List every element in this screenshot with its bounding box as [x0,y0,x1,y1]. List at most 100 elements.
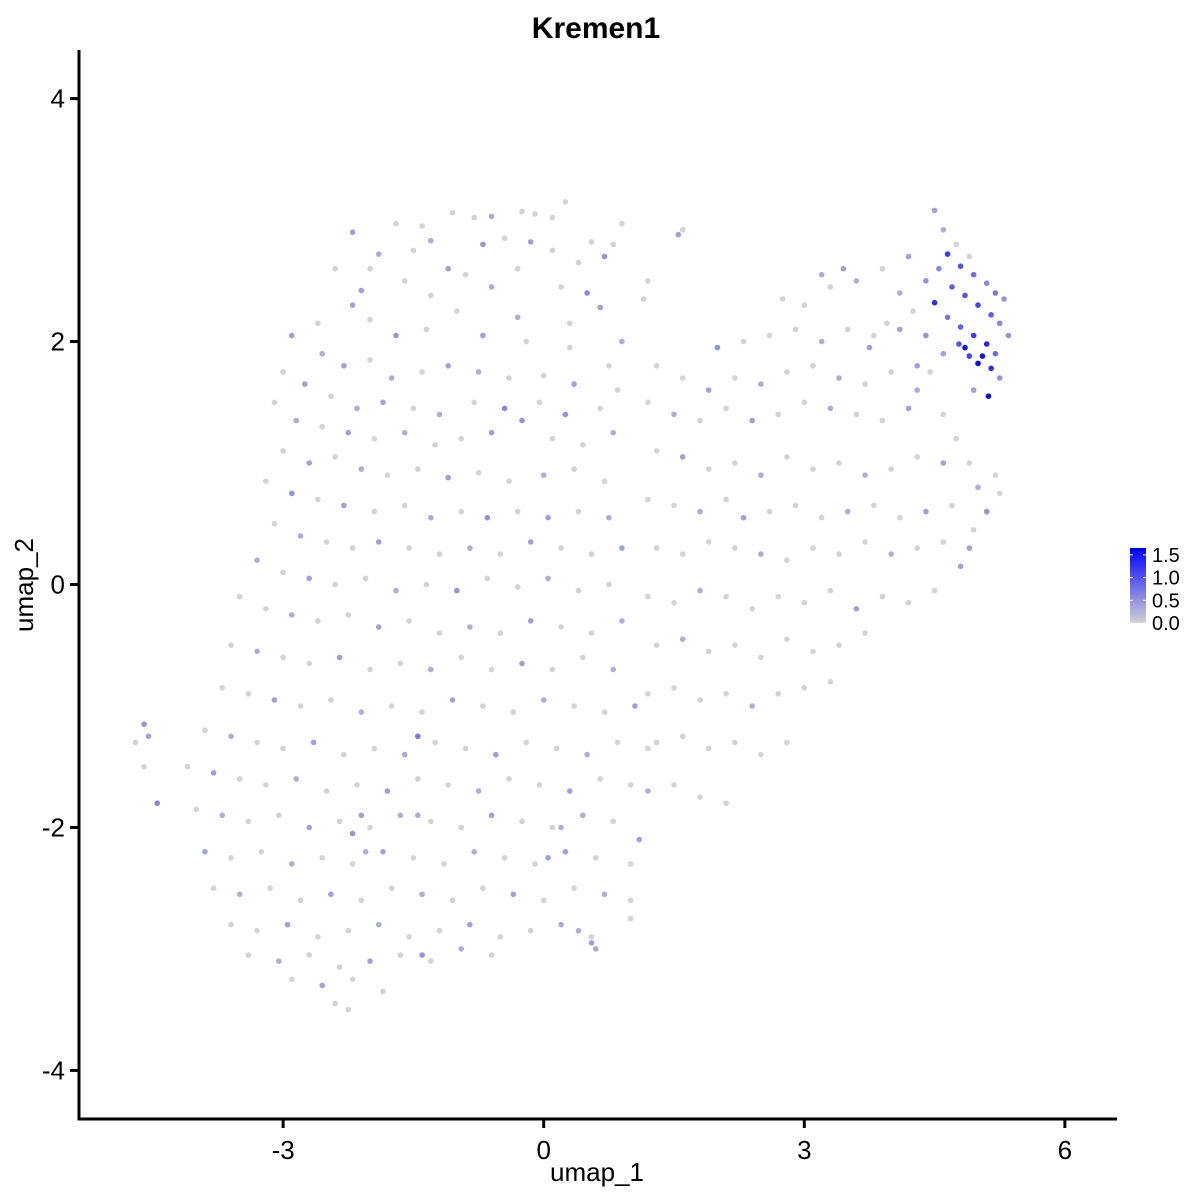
cell-point [367,316,373,323]
cell-point [428,514,434,521]
cell-point [836,460,842,466]
cell-point [441,861,447,867]
cell-point [992,290,999,296]
cell-point [384,472,391,479]
cell-point [671,411,677,418]
cell-point [536,782,543,788]
cell-point [345,1006,352,1013]
y-tick-label: 0 [51,570,65,600]
cell-point [336,818,343,825]
cell-point [375,921,382,928]
cell-point [697,508,703,515]
cell-point [549,824,556,831]
cell-point [467,545,473,551]
cell-point [862,539,868,545]
cell-point [306,952,313,958]
cell-point [540,697,547,703]
cell-point [236,891,243,898]
cell-point [193,806,200,812]
cell-point [653,642,660,648]
cell-point [723,405,729,412]
cell-point [784,454,790,460]
cell-point [784,739,790,746]
cell-point [853,606,860,612]
cell-point [480,332,486,339]
cell-point [367,824,373,831]
cell-point [276,812,282,819]
cell-point [897,326,903,333]
cell-point [245,952,252,958]
cell-point [862,630,868,636]
cell-point [271,399,278,406]
cell-point [740,514,747,521]
cell-point [584,751,590,758]
cell-point [697,587,703,594]
cell-point [302,381,308,387]
cell-point [653,448,660,454]
cell-point [671,782,677,788]
cell-point [732,739,738,746]
cell-point [853,278,860,284]
cell-point [601,891,608,898]
cell-point [336,964,343,970]
cell-point [732,375,738,381]
cell-point [458,508,465,515]
cell-point [970,527,977,533]
cell-point [862,472,868,479]
cell-point [619,618,625,624]
cell-point [949,284,955,290]
cell-point [436,411,443,418]
cell-point [944,314,951,321]
cell-point [966,545,973,551]
cell-point [362,849,369,855]
cell-point [862,381,868,387]
cell-point [588,239,595,245]
cell-point [914,545,920,551]
cell-point [558,624,564,630]
cell-point [328,393,334,400]
cell-point [349,545,356,551]
cell-point [362,575,369,582]
cell-point [501,405,508,412]
cell-point [397,812,404,819]
cell-point [606,363,612,369]
x-tick-label: 6 [1058,1135,1072,1165]
y-tick-label: 2 [51,327,65,357]
cell-point [488,213,495,220]
cell-point [818,271,825,278]
cell-point [593,946,599,952]
cell-point [271,697,278,703]
cell-point [593,855,599,861]
cell-point [905,253,912,260]
cell-point [545,855,551,861]
cell-point [436,551,443,557]
cell-point [319,982,326,989]
cell-point [297,703,304,709]
cell-point [653,363,660,369]
cell-point [419,952,425,958]
cell-point [571,703,577,709]
cell-point [597,776,603,782]
cell-point [419,369,425,375]
cell-point [923,278,929,284]
cell-point [749,606,755,612]
cell-point [263,478,269,485]
y-axis-label: umap_2 [9,538,39,632]
cell-point [428,666,434,673]
cell-point [306,824,313,831]
cell-point [415,466,421,472]
cell-point [818,338,825,345]
cell-point [428,818,434,825]
cell-point [432,442,438,448]
cell-point [319,423,326,430]
cell-point [679,551,686,557]
cell-point [388,703,395,709]
cell-point [610,241,616,248]
cell-point [415,776,421,782]
cell-point [354,782,360,788]
cell-point [410,405,417,412]
cell-point [436,630,443,636]
cell-point [228,855,234,861]
cell-point [380,399,386,406]
cell-point [619,338,625,345]
